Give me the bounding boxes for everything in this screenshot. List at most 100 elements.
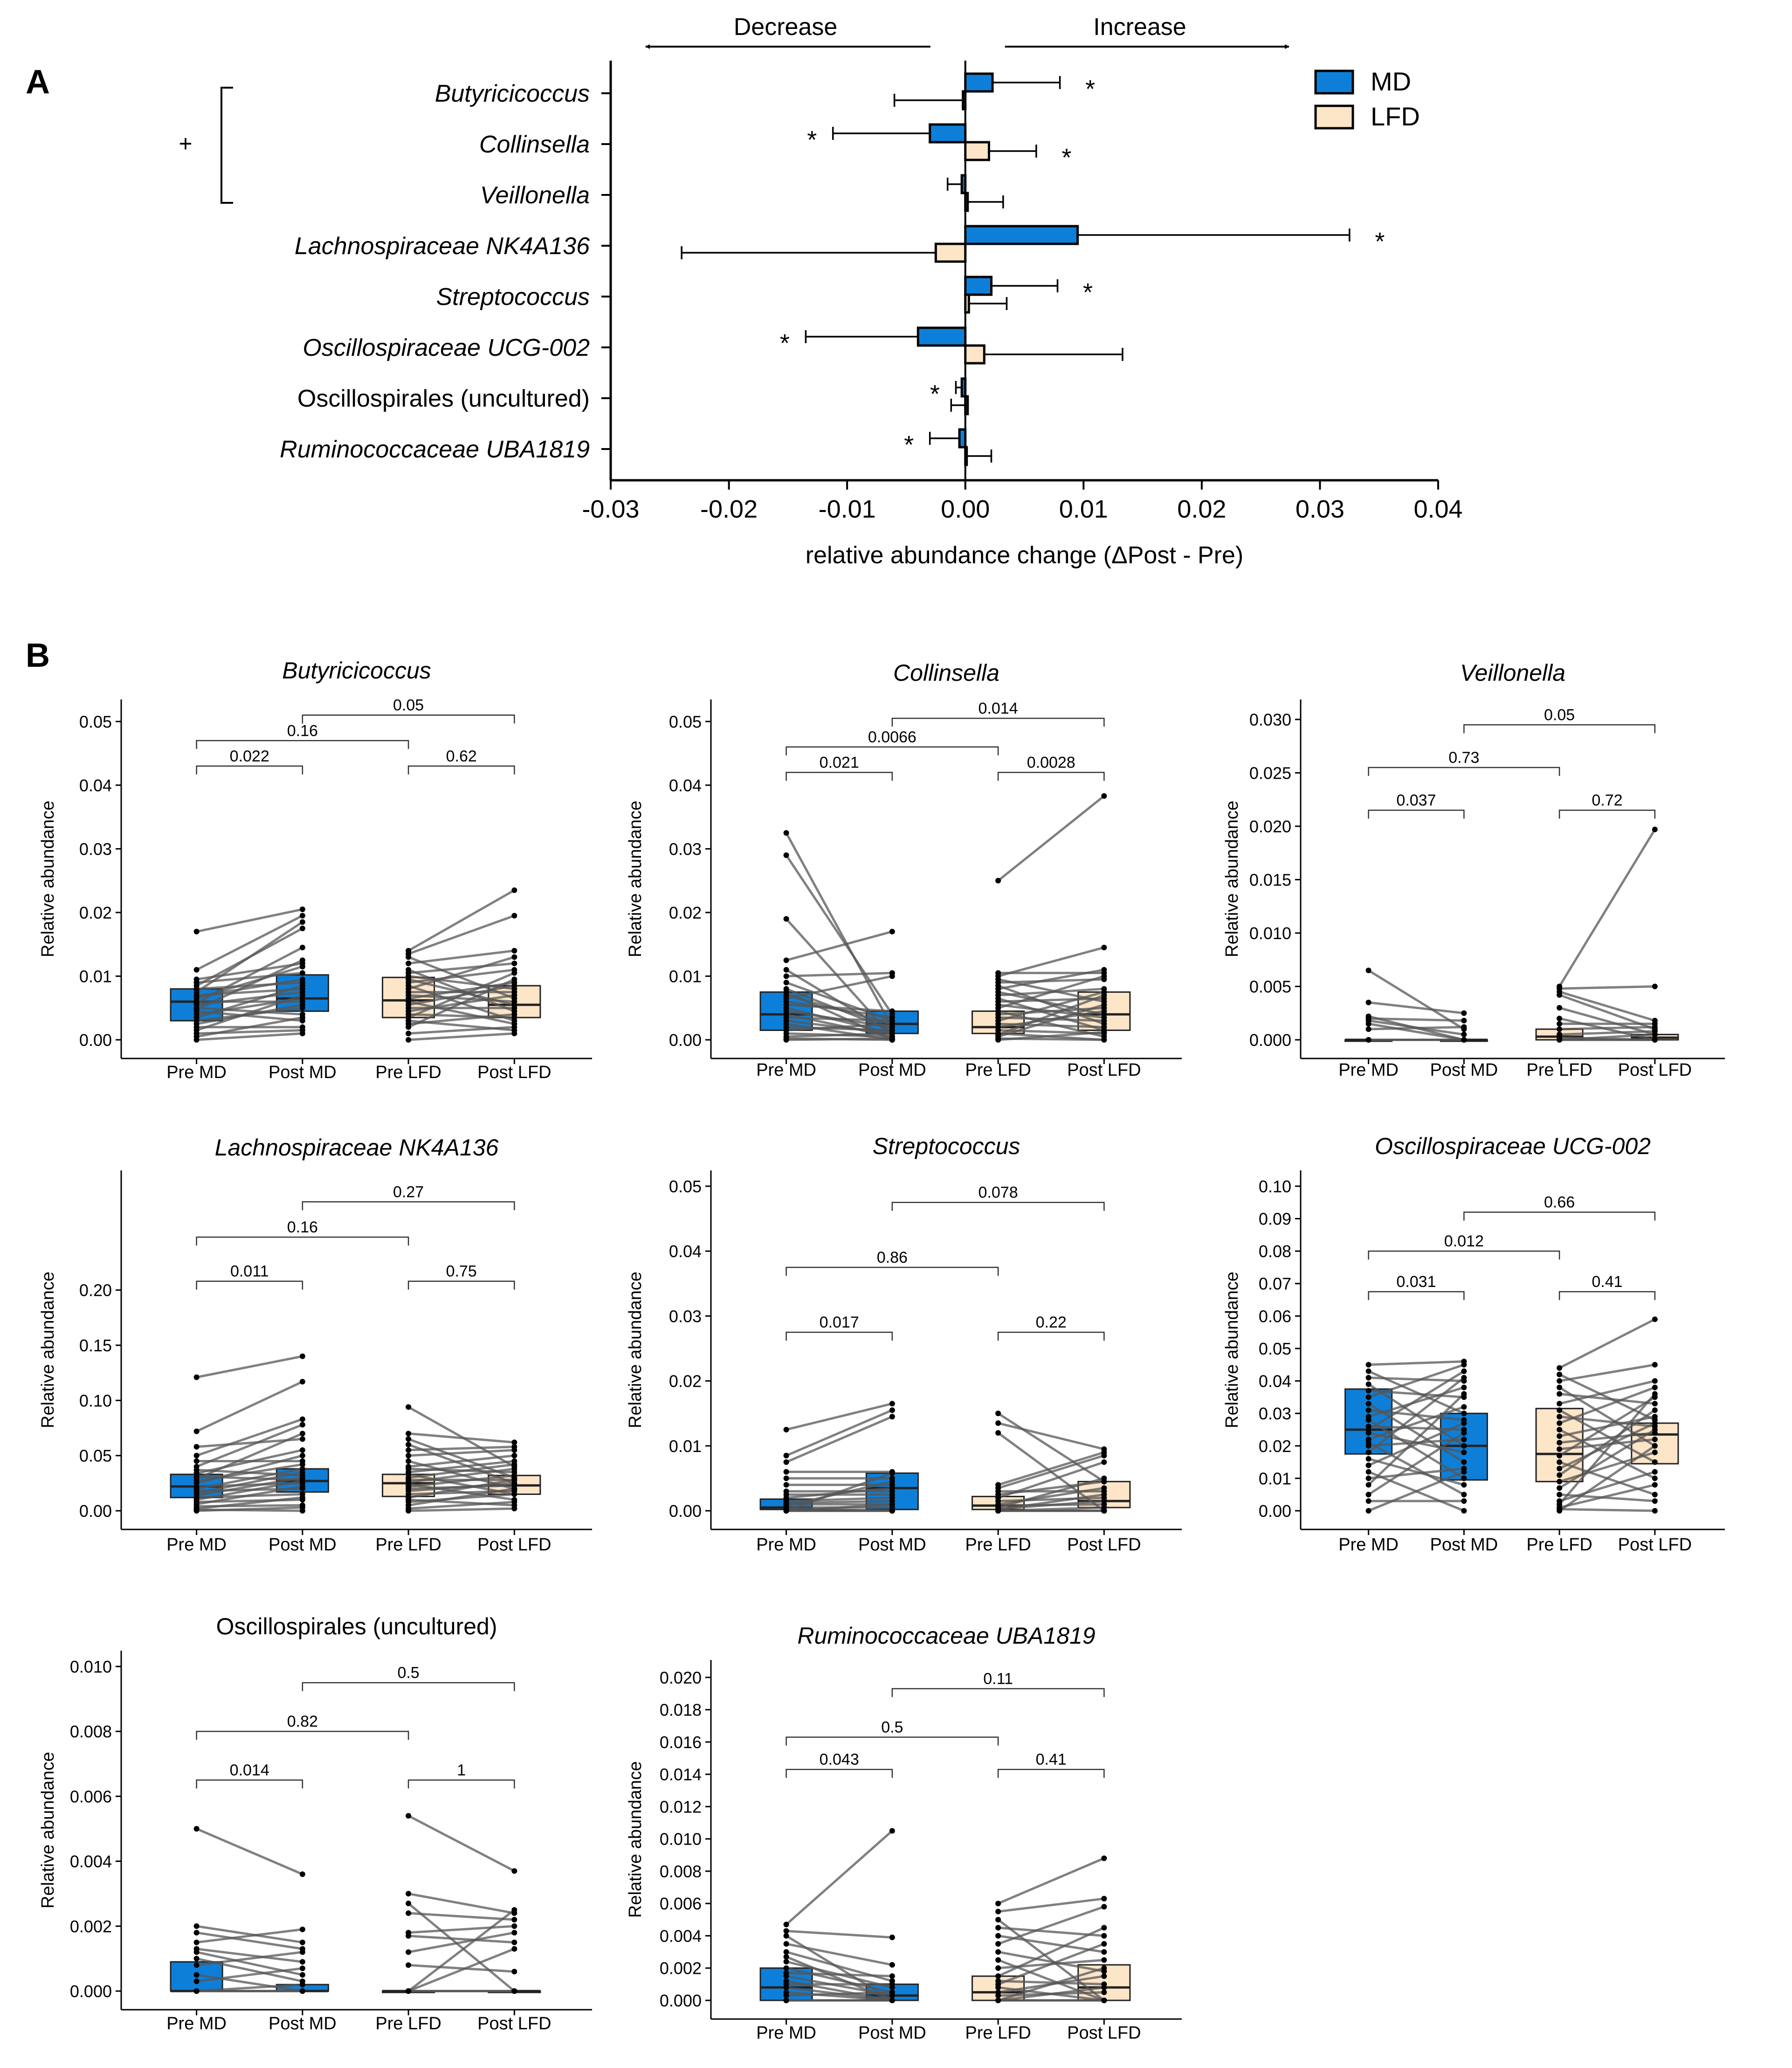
data-point (1101, 1037, 1107, 1043)
data-point (1652, 1414, 1658, 1420)
x-tick-label: Post LFD (1618, 1535, 1692, 1555)
x-tick-label: 0.03 (1296, 495, 1344, 523)
p-value-label: 0.66 (1544, 1194, 1575, 1211)
data-point (406, 1933, 412, 1939)
y-tick-label: 0.030 (1249, 710, 1291, 729)
data-point (299, 1447, 305, 1453)
paired-line (786, 930, 893, 961)
data-point (783, 1482, 789, 1488)
x-tick-label: Pre MD (166, 2014, 227, 2033)
comparison-bracket (997, 1331, 1105, 1341)
data-point (783, 1922, 789, 1928)
data-point (889, 973, 895, 979)
data-point (783, 830, 789, 836)
data-point (995, 1973, 1001, 1979)
data-point (995, 1508, 1001, 1514)
md-bar (958, 428, 967, 449)
paired-line (785, 832, 894, 1028)
data-point (1101, 1002, 1107, 1008)
data-point (1461, 1362, 1467, 1368)
comparison-bracket (786, 772, 893, 781)
data-point (299, 982, 305, 989)
data-point (511, 1447, 517, 1453)
data-point (299, 1982, 305, 1988)
data-point (889, 1485, 895, 1491)
data-point (1557, 1466, 1563, 1472)
paired-line (408, 1892, 515, 1915)
data-point (889, 1036, 895, 1042)
y-tick-label: 0.005 (1249, 977, 1291, 996)
data-point (1101, 1452, 1107, 1459)
y-tick-label: 0.02 (669, 1372, 702, 1391)
plot-title: Lachnospiraceae NK4A136 (215, 1134, 499, 1161)
data-point (511, 1486, 517, 1492)
x-tick-label: 0.04 (1413, 495, 1462, 523)
data-point (783, 1475, 789, 1481)
paired-line (196, 1928, 303, 1944)
data-point (511, 954, 517, 960)
paired-line (785, 1830, 893, 1926)
p-value-label: 0.41 (1592, 1273, 1622, 1291)
data-point (889, 1479, 895, 1485)
comparison-bracket (997, 772, 1105, 781)
paired-line (196, 1827, 303, 1875)
box-plot: Oscillospirales (uncultured) Relative abu… (38, 1613, 592, 2033)
y-tick-label: 0.05 (1259, 1339, 1291, 1358)
data-point (1652, 983, 1658, 989)
data-point (995, 1420, 1001, 1426)
x-tick-label: Post MD (269, 2014, 337, 2033)
paired-line (1559, 1508, 1655, 1512)
data-point (1365, 1456, 1372, 1462)
paired-line (408, 1449, 515, 1457)
y-tick-label: 0.10 (1259, 1177, 1291, 1196)
data-point (1101, 1459, 1107, 1465)
data-point (1365, 1430, 1372, 1436)
paired-line (408, 1432, 515, 1444)
y-tick-label: 0.02 (79, 903, 112, 922)
y-tick-label: 0.004 (660, 1926, 702, 1945)
data-point (889, 1828, 895, 1834)
data-point (406, 1447, 412, 1453)
paired-line (408, 1925, 515, 1934)
x-tick-label: Pre LFD (1526, 1060, 1592, 1080)
y-tick-label: 0.10 (79, 1391, 112, 1410)
paired-line (407, 1814, 515, 1872)
paired-line (196, 1432, 303, 1480)
data-point (1461, 1469, 1467, 1475)
data-point (1557, 1005, 1563, 1011)
box-plot: Collinsella Relative abundance 0.00 0.01 0.0… (626, 660, 1182, 1080)
p-value-label: 0.043 (820, 1751, 859, 1769)
paired-line (998, 984, 1105, 1025)
paired-line (408, 1482, 515, 1492)
data-point (299, 1959, 305, 1965)
data-point (406, 1452, 412, 1459)
x-tick-label: 0.02 (1177, 495, 1226, 523)
data-point (406, 1508, 412, 1514)
paired-line (1368, 1403, 1465, 1463)
paired-line (998, 1926, 1104, 1937)
y-axis-title: Relative abundance (626, 1272, 645, 1428)
y-tick-label: 0.015 (1249, 870, 1291, 889)
paired-line (786, 1971, 892, 1978)
data-point (889, 1998, 895, 2003)
data-point (1461, 1368, 1467, 1374)
paired-line (1368, 1458, 1465, 1486)
data-point (889, 1470, 895, 1476)
box-plot: Ruminococcaceae UBA1819 Relative abundanc… (626, 1623, 1182, 2043)
y-tick-label: 0.05 (79, 1446, 112, 1466)
data-point (193, 1444, 200, 1450)
category-label: Oscillospirales (uncultured) (297, 385, 590, 412)
data-point (1461, 1024, 1467, 1030)
comparison-bracket (1558, 1291, 1656, 1300)
data-point (1557, 1384, 1563, 1390)
comparison-bracket (1368, 1250, 1560, 1260)
paired-line (998, 978, 1104, 984)
paired-line (196, 1925, 303, 1944)
data-point (511, 1461, 517, 1467)
data-point (1365, 1449, 1372, 1455)
data-point (193, 1988, 200, 1994)
paired-line (786, 1930, 893, 1939)
comparison-bracket (196, 1280, 303, 1290)
data-point (889, 1401, 895, 1407)
comparison-bracket (786, 746, 999, 755)
